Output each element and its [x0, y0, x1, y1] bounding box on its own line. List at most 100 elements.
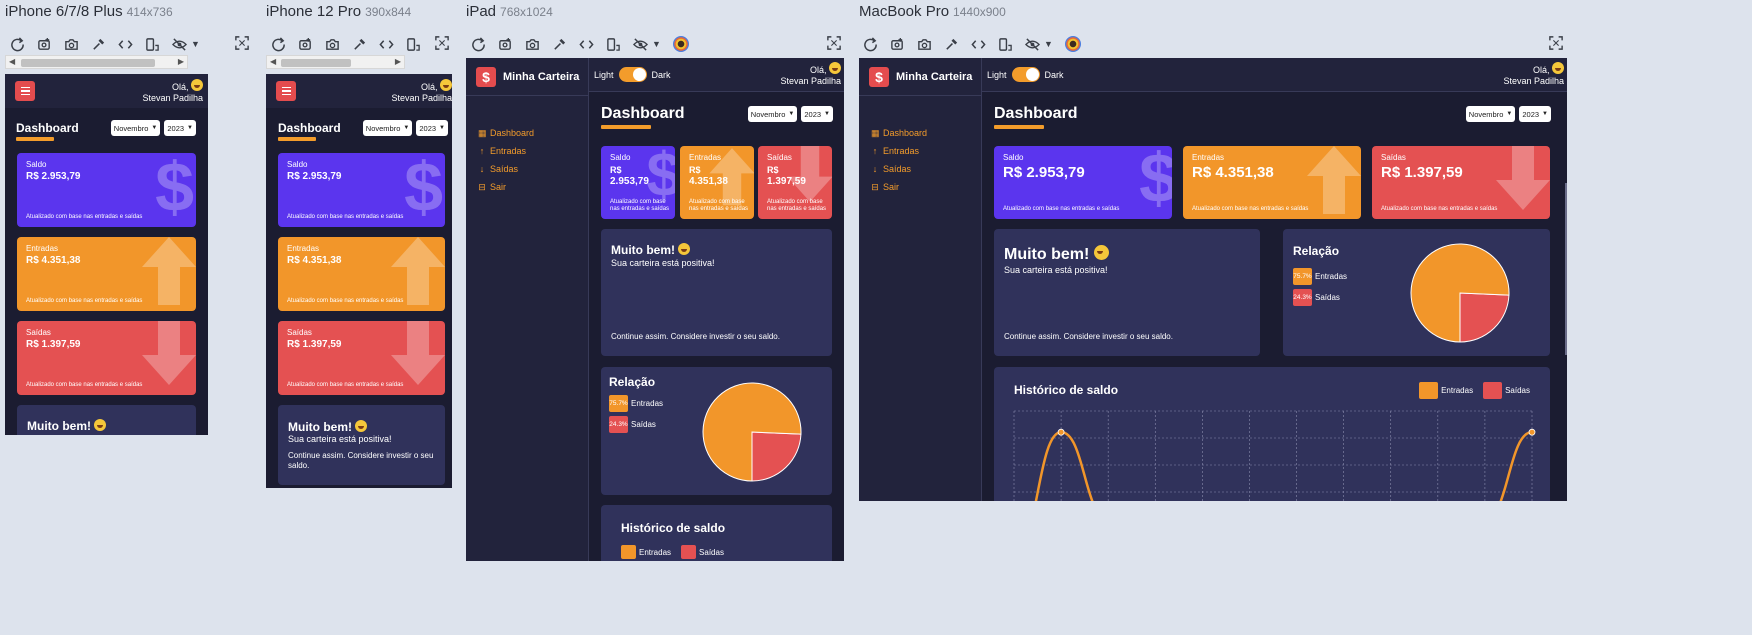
history-panel: Histórico de saldo Entradas Saídas [994, 367, 1550, 501]
exit-icon: ⊟ [871, 182, 879, 192]
maximize-icon[interactable] [827, 36, 841, 50]
eye-off-icon[interactable] [1025, 37, 1040, 52]
theme-light-label: Light [987, 69, 1007, 80]
refresh-icon[interactable] [863, 36, 878, 52]
month-value: Novembro [113, 123, 149, 133]
year-select[interactable]: 2023 ▼ [1519, 106, 1551, 122]
toggle-switch[interactable] [1011, 67, 1040, 82]
message-subtitle: Sua carteira está positiva! [1004, 265, 1108, 275]
sidebar-item-dashboard[interactable]: ▦ Dashboard [871, 124, 981, 142]
vertical-scrollbar[interactable] [1565, 183, 1567, 355]
refresh-icon[interactable] [271, 36, 286, 52]
lighthouse-icon[interactable] [672, 36, 689, 52]
month-select[interactable]: Novembro ▼ [1465, 106, 1516, 122]
menu-button[interactable] [15, 81, 35, 101]
lighthouse-icon[interactable] [1064, 36, 1081, 52]
rotate-icon[interactable] [606, 37, 621, 52]
emoji-icon [440, 78, 452, 91]
code-icon[interactable] [118, 37, 133, 52]
chevron-down-icon[interactable]: ▼ [652, 39, 661, 49]
pie-slice-entradas[interactable] [702, 382, 802, 482]
logo-icon: $ [476, 66, 496, 87]
code-icon[interactable] [379, 37, 394, 52]
eye-off-icon[interactable] [172, 37, 187, 52]
refresh-icon[interactable] [471, 36, 486, 52]
chevron-down-icon[interactable]: ▼ [1044, 39, 1053, 49]
scrollbar-thumb[interactable] [281, 59, 351, 67]
maximize-icon[interactable] [1549, 36, 1563, 50]
pie-slice-saidas[interactable] [751, 431, 802, 482]
camera-icon[interactable] [525, 37, 540, 52]
year-select[interactable]: 2023 ▼ [164, 120, 196, 136]
sidebar-item-dashboard[interactable]: ▦ Dashboard [478, 124, 588, 142]
history-title: Histórico de saldo [1014, 383, 1119, 397]
screenshot-icon[interactable] [298, 37, 313, 52]
title-row: Dashboard Novembro ▼ 2023 ▼ [278, 120, 448, 141]
refresh-icon[interactable] [10, 36, 25, 52]
horizontal-scrollbar[interactable]: ◀ ▶ [266, 55, 405, 69]
year-select[interactable]: 2023 ▼ [801, 106, 833, 122]
pie-slice-saidas[interactable] [1459, 292, 1510, 343]
sidebar-item-entradas[interactable]: ↑ Entradas [871, 142, 981, 160]
sidebar-item-saidas[interactable]: ↓ Saídas [478, 160, 588, 178]
fullscreen-button[interactable] [235, 36, 249, 55]
card-saldo: Saldo R$ 2.953,79 $ Atualizado com base n… [601, 146, 675, 219]
theme-toggle[interactable]: Light Dark [987, 67, 1064, 82]
code-icon[interactable] [579, 37, 594, 52]
toggle-switch[interactable] [618, 67, 647, 82]
chevron-down-icon[interactable]: ▼ [191, 39, 200, 49]
theme-toggle[interactable]: Light Dark [594, 67, 671, 82]
rotate-icon[interactable] [145, 37, 160, 52]
screenshot-icon[interactable] [37, 37, 52, 52]
eye-off-icon[interactable] [633, 37, 648, 52]
fullscreen-button[interactable] [435, 36, 449, 55]
month-select[interactable]: Novembro ▼ [747, 106, 798, 122]
camera-icon[interactable] [917, 37, 932, 52]
scroll-left-icon[interactable]: ◀ [270, 57, 277, 66]
message-title: Muito bem! [611, 243, 675, 257]
card-label: Saldo [610, 153, 631, 162]
arrow-up-icon: ↑ [872, 146, 878, 156]
maximize-icon[interactable] [435, 36, 449, 50]
month-select[interactable]: Novembro ▼ [362, 120, 413, 136]
fullscreen-button[interactable] [827, 36, 841, 55]
sidebar-item-entradas[interactable]: ↑ Entradas [478, 142, 588, 160]
color-picker-icon[interactable] [944, 37, 959, 52]
fullscreen-button[interactable] [1549, 36, 1563, 55]
month-select[interactable]: Novembro ▼ [110, 120, 161, 136]
sidebar-item-sair[interactable]: ⊟ Sair [871, 178, 981, 196]
card-footer: Atualizado com base nas entradas e saída… [26, 382, 143, 388]
maximize-icon[interactable] [235, 36, 249, 50]
data-point-entradas[interactable] [1528, 428, 1536, 436]
color-picker-icon[interactable] [352, 37, 367, 52]
screenshot-icon[interactable] [890, 37, 905, 52]
year-select[interactable]: 2023 ▼ [416, 120, 448, 136]
camera-icon[interactable] [325, 37, 340, 52]
scrollbar-thumb[interactable] [21, 59, 155, 67]
color-picker-icon[interactable] [91, 37, 106, 52]
screenshot-icon[interactable] [498, 37, 513, 52]
scroll-right-icon[interactable]: ▶ [177, 57, 184, 66]
message-title: Muito bem! [1004, 246, 1090, 263]
data-point-entradas[interactable] [1057, 428, 1065, 436]
pie-slice-entradas[interactable] [1410, 243, 1510, 343]
relation-title: Relação [1293, 244, 1340, 258]
scroll-right-icon[interactable]: ▶ [394, 57, 401, 66]
code-icon[interactable] [971, 37, 986, 52]
rotate-icon[interactable] [998, 37, 1013, 52]
card-saldo: Saldo R$ 2.953,79 $ Atualizado com base … [278, 153, 445, 227]
scroll-left-icon[interactable]: ◀ [9, 57, 16, 66]
dashboard-icon: ▦ [478, 128, 487, 138]
menu-button[interactable] [276, 81, 296, 101]
horizontal-scrollbar[interactable]: ◀ ▶ [5, 55, 188, 69]
card-label: Entradas [689, 153, 722, 162]
card-currency: R$ [689, 165, 701, 175]
month-value: Novembro [365, 123, 401, 133]
card-footer: Atualizado com base nas entradas e saída… [287, 382, 404, 388]
sidebar-item-saidas[interactable]: ↓ Saídas [871, 160, 981, 178]
camera-icon[interactable] [64, 37, 79, 52]
page-title: Dashboard [601, 105, 685, 129]
sidebar-item-sair[interactable]: ⊟ Sair [478, 178, 588, 196]
rotate-icon[interactable] [406, 37, 421, 52]
color-picker-icon[interactable] [552, 37, 567, 52]
